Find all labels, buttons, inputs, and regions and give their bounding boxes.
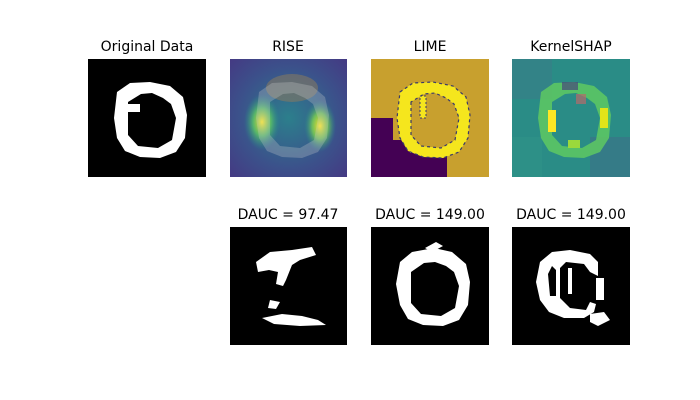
lime-dauc-image: [371, 227, 489, 345]
panel-title-kernelshap-dauc: DAUC = 149.00: [516, 207, 626, 223]
panel-title-lime-dauc: DAUC = 149.00: [375, 207, 485, 223]
panel-title-lime: LIME: [414, 39, 447, 55]
kernelshap-heatmap: [512, 59, 630, 177]
rise-heatmap: [230, 59, 347, 177]
panel-title-kernelshap: KernelSHAP: [530, 39, 611, 55]
original-data-image: [88, 59, 206, 177]
panel-title-rise-dauc: DAUC = 97.47: [238, 207, 339, 223]
panel-title-rise: RISE: [272, 39, 304, 55]
panel-title-original: Original Data: [101, 39, 194, 55]
lime-heatmap: [371, 59, 489, 177]
rise-dauc-image: [230, 227, 347, 345]
kernelshap-dauc-image: [512, 227, 630, 345]
